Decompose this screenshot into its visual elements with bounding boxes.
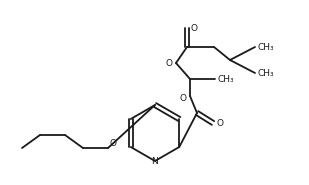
Text: O: O bbox=[217, 119, 223, 127]
Text: O: O bbox=[180, 93, 187, 102]
Text: O: O bbox=[109, 139, 116, 147]
Text: CH₃: CH₃ bbox=[218, 75, 234, 83]
Text: N: N bbox=[152, 157, 159, 166]
Text: O: O bbox=[166, 58, 172, 68]
Text: O: O bbox=[191, 23, 197, 33]
Text: CH₃: CH₃ bbox=[258, 43, 274, 51]
Text: CH₃: CH₃ bbox=[258, 68, 274, 78]
